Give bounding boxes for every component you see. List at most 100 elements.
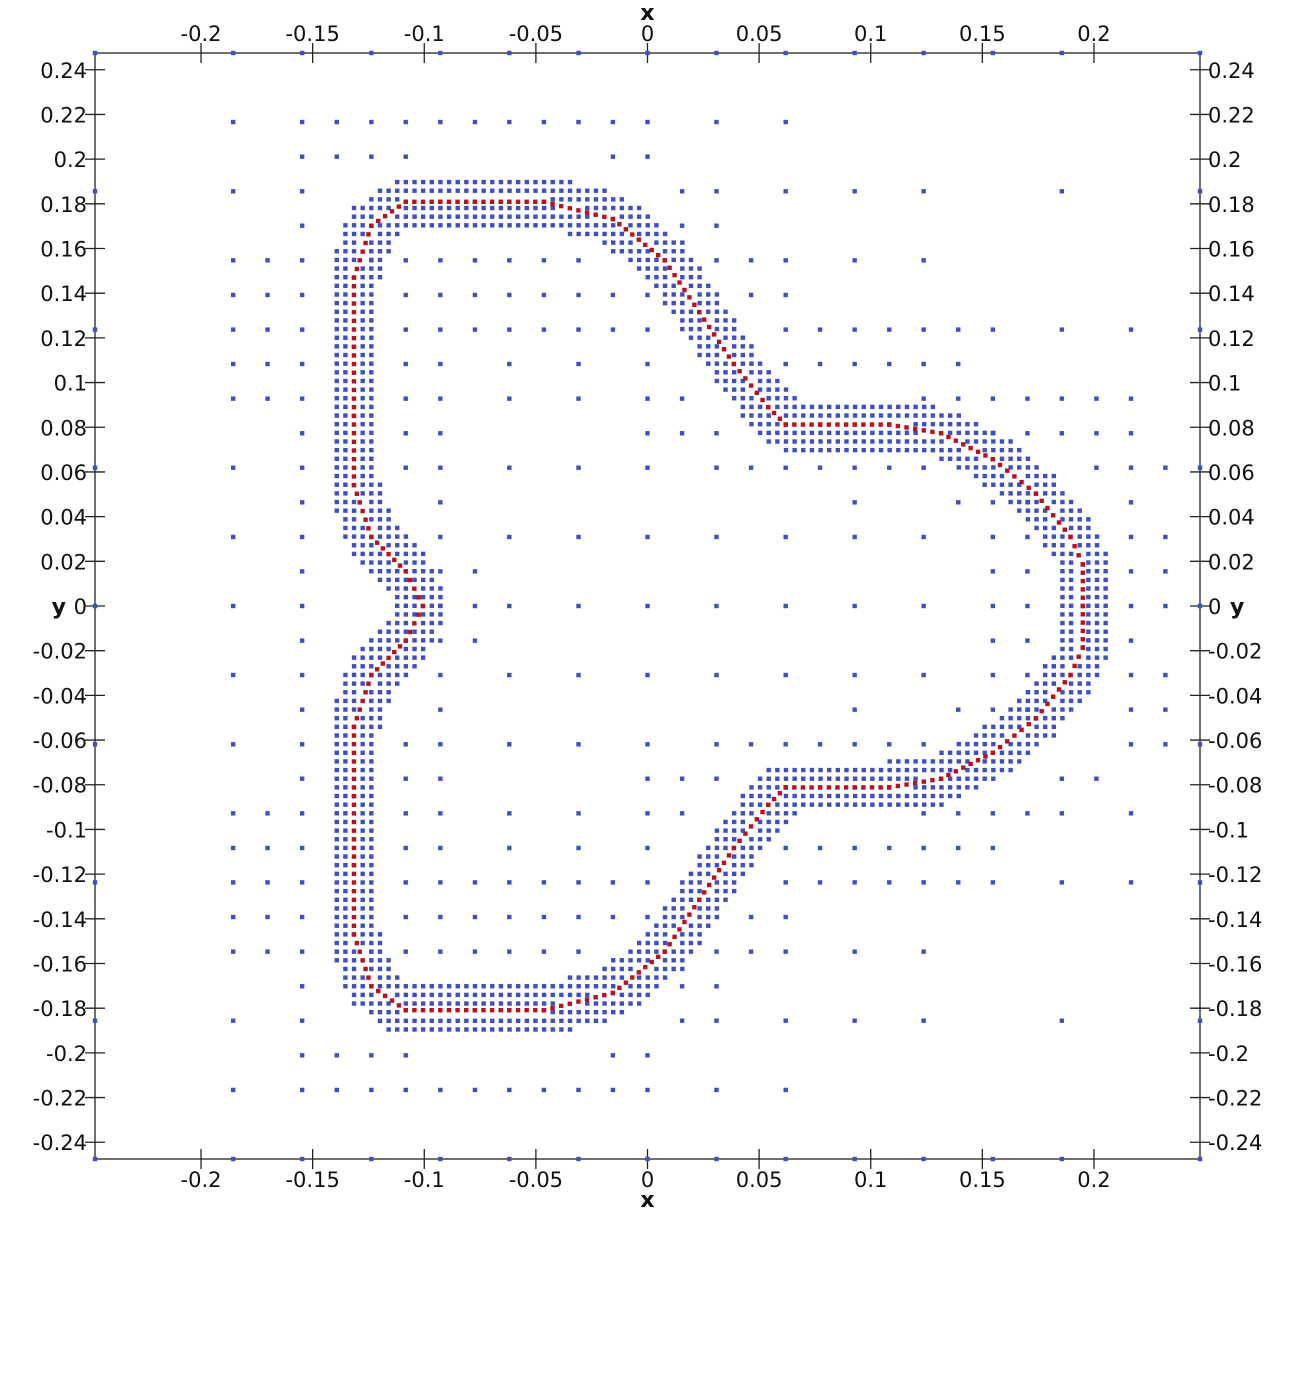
blue-point [377, 517, 383, 522]
y-tick-label-left: -0.24 [33, 1131, 87, 1155]
blue-point [472, 984, 478, 989]
red-point [351, 430, 357, 436]
blue-point [377, 690, 383, 695]
blue-point [645, 914, 650, 920]
blue-point [507, 1001, 512, 1006]
blue-point [723, 309, 728, 314]
blue-point [757, 404, 763, 410]
blue-point [299, 984, 305, 989]
blue-point [896, 793, 901, 799]
red-point [351, 370, 357, 375]
blue-point [706, 862, 711, 868]
red-point [649, 959, 654, 965]
blue-point [429, 568, 434, 574]
blue-point [766, 378, 771, 384]
blue-point [628, 958, 633, 963]
blue-point [1042, 517, 1048, 522]
red-point [783, 785, 788, 790]
blue-point [870, 404, 875, 410]
red-point [392, 557, 397, 563]
blue-point [395, 664, 400, 669]
blue-point [1103, 629, 1108, 634]
blue-point [507, 205, 512, 211]
blue-point [265, 914, 270, 920]
blue-point [351, 499, 357, 505]
red-point [835, 422, 840, 427]
blue-point [360, 940, 365, 946]
blue-point [438, 50, 443, 56]
blue-point [343, 378, 348, 384]
blue-point [412, 568, 417, 574]
blue-point [956, 785, 961, 790]
blue-point [343, 975, 348, 980]
red-point [351, 309, 357, 315]
blue-point [351, 949, 357, 954]
blue-point [1051, 551, 1057, 557]
blue-point [498, 1018, 504, 1024]
blue-point [1034, 508, 1039, 513]
blue-point [541, 880, 547, 885]
blue-point [567, 231, 573, 237]
blue-point [852, 258, 857, 263]
blue-point [680, 257, 685, 263]
blue-point [455, 1018, 460, 1024]
blue-point [645, 776, 650, 781]
blue-point [412, 984, 417, 989]
blue-point [490, 1001, 495, 1006]
blue-point [576, 327, 581, 332]
blue-point [757, 387, 763, 392]
blue-point [809, 404, 815, 410]
blue-point [334, 897, 339, 902]
blue-point [334, 413, 339, 418]
blue-point [360, 992, 365, 998]
blue-point [472, 205, 478, 211]
blue-point [403, 1087, 408, 1093]
blue-point [749, 811, 754, 816]
blue-point [1060, 672, 1065, 678]
blue-point [628, 992, 633, 998]
blue-point [369, 785, 374, 790]
blue-point [377, 188, 383, 193]
blue-point [351, 205, 357, 211]
blue-point [999, 447, 1005, 453]
blue-point [343, 534, 348, 539]
blue-point [343, 759, 348, 764]
blue-point [679, 1018, 685, 1023]
blue-point [403, 361, 408, 367]
blue-point [1025, 569, 1030, 574]
blue-point [360, 862, 365, 868]
blue-point [515, 223, 521, 228]
blue-point [1025, 603, 1030, 609]
blue-point [775, 767, 780, 773]
red-point [1012, 474, 1017, 479]
blue-point [576, 811, 581, 816]
red-point [438, 199, 443, 205]
blue-point [265, 361, 270, 367]
blue-point [92, 50, 98, 56]
blue-point [714, 378, 720, 384]
blue-point [913, 421, 918, 427]
blue-point [671, 958, 676, 963]
blue-point [386, 1001, 391, 1006]
red-point [420, 603, 426, 609]
blue-point [817, 361, 823, 367]
blue-point [610, 1053, 616, 1058]
y-tick-label-right: -0.16 [1208, 952, 1262, 976]
blue-point [783, 50, 788, 56]
blue-point [1197, 880, 1203, 885]
blue-point [369, 724, 374, 730]
blue-point [230, 396, 236, 401]
blue-point [817, 465, 823, 470]
blue-point [939, 421, 944, 427]
red-point [754, 390, 760, 395]
blue-point [887, 430, 892, 436]
red-point [692, 302, 697, 307]
red-point [921, 428, 926, 433]
y-tick-label-right: -0.18 [1208, 997, 1262, 1021]
blue-point [757, 785, 763, 790]
red-point [1026, 485, 1031, 491]
blue-point [429, 620, 434, 626]
blue-point [351, 664, 357, 669]
blue-point [818, 793, 823, 799]
blue-point [369, 378, 374, 384]
